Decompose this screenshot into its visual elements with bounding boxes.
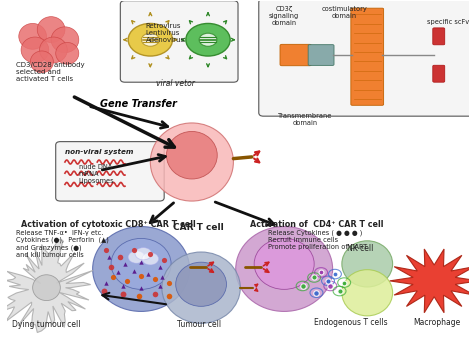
Point — [310, 275, 318, 280]
Point — [103, 248, 110, 253]
Circle shape — [199, 33, 217, 46]
Ellipse shape — [111, 238, 171, 290]
Ellipse shape — [162, 252, 240, 323]
Point — [137, 260, 145, 265]
Point — [144, 271, 152, 277]
Text: costimulatory
domain: costimulatory domain — [321, 6, 367, 19]
Circle shape — [128, 251, 145, 263]
Ellipse shape — [176, 262, 227, 306]
Text: non-viral system: non-viral system — [65, 148, 134, 154]
Ellipse shape — [30, 51, 54, 73]
Ellipse shape — [19, 24, 46, 49]
Point — [137, 285, 145, 291]
Circle shape — [141, 33, 159, 46]
FancyBboxPatch shape — [351, 8, 383, 105]
Ellipse shape — [21, 37, 49, 63]
Ellipse shape — [254, 238, 314, 290]
Point — [130, 268, 138, 273]
Point — [327, 283, 334, 289]
Circle shape — [128, 24, 173, 56]
FancyBboxPatch shape — [433, 28, 445, 45]
Point — [107, 265, 115, 270]
Text: Activation of cytotoxic CD8⁺ CAR T cell: Activation of cytotoxic CD8⁺ CAR T cell — [21, 220, 196, 229]
Point — [151, 277, 159, 282]
Text: CAR T cell: CAR T cell — [173, 223, 224, 232]
Text: Release TNF-α•  IFN-γ etc.
Cytokines (●),  Perforin  (▲)
and Granzymes (●)
and k: Release TNF-α• IFN-γ etc. Cytokines (●),… — [17, 230, 109, 258]
Point — [324, 278, 332, 284]
Point — [156, 283, 164, 289]
FancyBboxPatch shape — [120, 1, 238, 82]
Point — [299, 283, 306, 289]
Point — [340, 280, 348, 285]
Point — [123, 278, 131, 284]
Point — [336, 288, 343, 294]
Point — [165, 280, 173, 285]
Circle shape — [135, 248, 152, 260]
Text: viral vetor: viral vetor — [156, 79, 195, 88]
Ellipse shape — [236, 226, 333, 311]
Text: CD3ζ
signaling
domain: CD3ζ signaling domain — [269, 6, 299, 26]
Ellipse shape — [342, 270, 392, 316]
Point — [146, 251, 154, 256]
Text: CD3/CD28 antibody
selected and
activated T cells: CD3/CD28 antibody selected and activated… — [17, 62, 85, 82]
Ellipse shape — [39, 37, 67, 63]
Text: Activation of  CD4⁺ CAR T cell: Activation of CD4⁺ CAR T cell — [250, 220, 383, 229]
Ellipse shape — [37, 17, 65, 43]
FancyBboxPatch shape — [308, 45, 334, 65]
Point — [331, 271, 339, 277]
Ellipse shape — [150, 123, 233, 201]
Polygon shape — [0, 240, 93, 332]
Text: Retrovirus
Lentivirus
Adenovirus: Retrovirus Lentivirus Adenovirus — [146, 23, 185, 43]
FancyBboxPatch shape — [56, 142, 164, 201]
Point — [119, 283, 127, 289]
Ellipse shape — [92, 226, 190, 311]
Text: nude DNA
mRNA
Liposomes: nude DNA mRNA Liposomes — [79, 164, 114, 184]
Point — [103, 280, 110, 285]
Text: Endogenous T cells: Endogenous T cells — [314, 318, 388, 327]
FancyBboxPatch shape — [280, 44, 311, 66]
Circle shape — [186, 24, 230, 56]
Text: Transmembrane
domain: Transmembrane domain — [278, 113, 332, 126]
Text: Release Cytokines ( ● ● ● )
Recruit immune cells
Promote proliferation of CART: Release Cytokines ( ● ● ● ) Recruit immu… — [268, 230, 367, 250]
Point — [160, 258, 168, 263]
Circle shape — [142, 253, 159, 265]
Point — [114, 270, 122, 275]
Point — [165, 293, 173, 299]
Ellipse shape — [166, 131, 217, 179]
Point — [130, 248, 138, 253]
Point — [156, 265, 164, 270]
Point — [313, 290, 320, 296]
Point — [151, 292, 159, 297]
Text: NK cell: NK cell — [347, 243, 374, 253]
Point — [137, 273, 145, 279]
Ellipse shape — [51, 27, 79, 53]
Point — [117, 254, 124, 260]
Text: Dying tumour cell: Dying tumour cell — [12, 320, 81, 329]
Ellipse shape — [342, 241, 392, 287]
Point — [100, 288, 108, 294]
Text: Tumour cell: Tumour cell — [177, 320, 221, 329]
Point — [105, 254, 113, 260]
Text: specific scFv: specific scFv — [427, 19, 469, 25]
Point — [119, 292, 127, 297]
Point — [158, 275, 165, 280]
Point — [109, 275, 117, 280]
Polygon shape — [390, 249, 474, 313]
Text: Macrophage: Macrophage — [413, 318, 460, 327]
Ellipse shape — [33, 275, 60, 300]
Point — [317, 270, 325, 275]
FancyBboxPatch shape — [259, 0, 474, 116]
Point — [121, 261, 129, 267]
FancyBboxPatch shape — [433, 65, 445, 82]
Ellipse shape — [56, 43, 79, 64]
Text: Gene Transfer: Gene Transfer — [100, 99, 177, 109]
Point — [135, 293, 143, 299]
